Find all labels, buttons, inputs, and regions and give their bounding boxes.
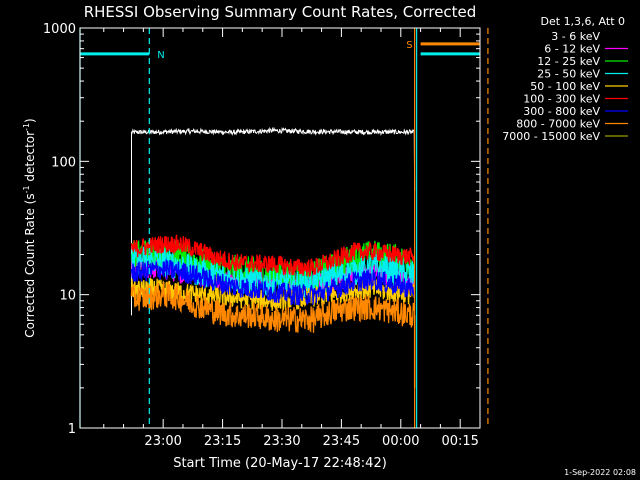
series-line — [130, 126, 416, 316]
y-tick-label: 10 — [59, 289, 76, 304]
flags-group: NS — [79, 28, 489, 428]
x-tick-label: 23:15 — [204, 434, 241, 449]
x-tick-label: 23:45 — [323, 434, 360, 449]
plot-frame — [79, 27, 481, 429]
y-axis-label-text: Corrected Count Rate (s-1 detector-1) — [22, 118, 37, 337]
legend-entry-label: 100 - 300 keV — [523, 93, 600, 106]
series-line — [130, 259, 415, 306]
series-line — [130, 234, 415, 278]
y-tick-label: 100 — [51, 155, 76, 170]
x-axis-label: Start Time (20-May-17 22:48:42) — [173, 456, 387, 471]
series-line — [130, 280, 415, 333]
y-axis-label-part: ) — [23, 118, 37, 123]
legend-title: Det 1,3,6, Att 0 — [541, 15, 625, 28]
legend-entry-label: 800 - 7000 keV — [516, 118, 600, 131]
axes-group: 1 10 100 1000 23:00 23:15 23:30 23:45 00:00 00:15 — [43, 22, 480, 449]
series-line — [130, 277, 415, 311]
legend-entry-label: 300 - 800 keV — [523, 105, 600, 118]
legend-entry-label: 7000 - 15000 keV — [502, 130, 600, 143]
flag-label: S — [406, 40, 412, 51]
legend-entry-label: 3 - 6 keV — [551, 30, 600, 43]
flag-label: N — [157, 50, 164, 61]
chart-title: RHESSI Observing Summary Count Rates, Co… — [84, 3, 477, 21]
y-axis-label-sup: -1 — [22, 123, 31, 131]
legend-entry-label: 12 - 25 keV — [537, 55, 600, 68]
y-tick-label: 1000 — [43, 22, 76, 37]
y-axis-label-part: detector — [23, 131, 37, 186]
x-tick-label: 23:30 — [263, 434, 300, 449]
legend-entry-label: 25 - 50 keV — [537, 68, 600, 81]
x-tick-label: 00:15 — [441, 434, 478, 449]
y-axis-label-sup: -1 — [22, 185, 31, 193]
legend-entry-label: 50 - 100 keV — [530, 80, 600, 93]
timestamp-annotation: 1-Sep-2022 02:08 — [564, 468, 636, 477]
x-tick-label: 00:00 — [382, 434, 419, 449]
legend-entry-label: 6 - 12 keV — [544, 43, 600, 56]
y-axis-label: Corrected Count Rate (s-1 detector-1) — [22, 118, 37, 337]
y-axis-label-part: Corrected Count Rate (s — [23, 193, 37, 337]
y-tick-label: 1 — [68, 422, 76, 437]
x-tick-label: 23:00 — [144, 434, 181, 449]
